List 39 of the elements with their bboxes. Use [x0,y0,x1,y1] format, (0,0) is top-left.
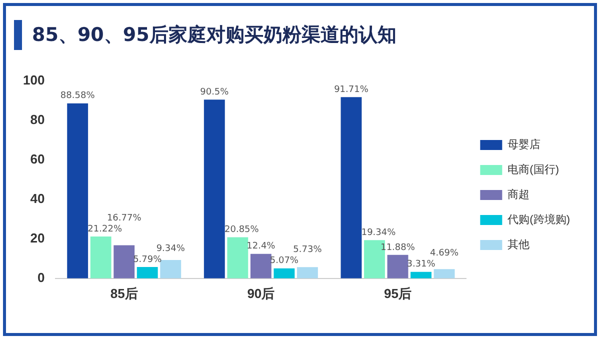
y-tick-label: 80 [30,112,45,127]
legend-label: 电商(国行) [508,163,559,176]
bar [114,245,135,278]
data-label: 21.22% [88,224,122,234]
bar [204,100,225,278]
bar [434,269,455,278]
y-tick-label: 100 [22,72,45,88]
bar [227,237,248,278]
data-label: 16.77% [106,213,142,224]
data-label: 9.34% [156,244,186,254]
data-label: 20.85% [224,225,260,236]
bar [67,103,88,278]
y-tick-label: 40 [30,190,45,206]
chart-title: 85、90、95后家庭对购买奶粉渠道的认知 [32,23,396,48]
data-label: 91.71% [334,85,369,96]
bar [296,267,318,278]
legend-label: 代购(跨境购) [506,213,570,226]
data-label: 90.5% [200,87,230,98]
bar [274,268,295,278]
y-tick-label: 20 [30,230,45,246]
y-tick-label: 0 [37,270,45,285]
y-tick-label: 60 [30,151,45,166]
bar [136,266,158,278]
legend-label: 母婴店 [508,138,541,152]
x-tick-label: 85后 [110,286,138,301]
legend-label: 商超 [508,188,530,202]
bar [90,236,112,278]
x-tick-label: 95后 [384,286,412,301]
bar [340,97,362,278]
x-tick-label: 90后 [247,286,275,301]
bar [250,254,272,278]
legend-label: 其他 [508,238,530,252]
data-label: 88.58% [60,91,96,102]
data-label: 19.34% [361,228,396,238]
bar [410,272,432,278]
data-label: 5.73% [293,245,322,256]
bar [387,254,408,278]
data-label: 4.69% [430,248,460,259]
bar [160,260,182,278]
